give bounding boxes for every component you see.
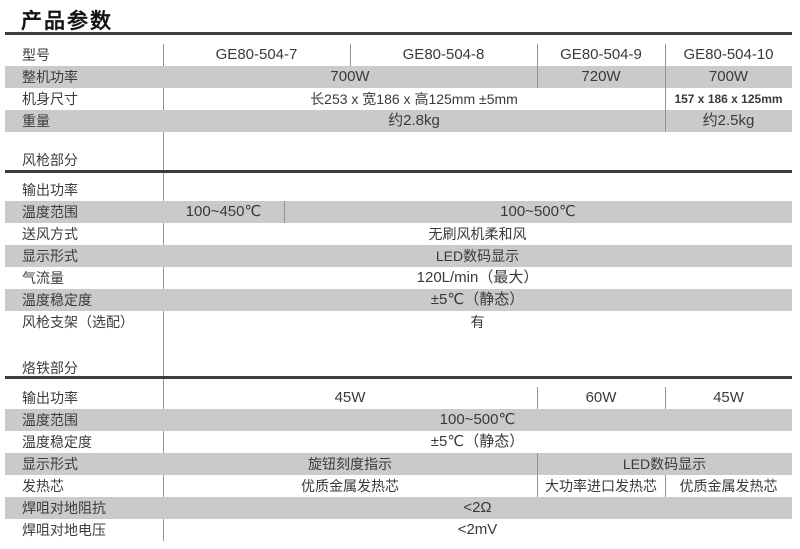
value-iron-output-3: 60W xyxy=(585,389,617,406)
row-label: 焊咀对地电压 xyxy=(22,522,106,538)
section-title-gun: 风枪部分 xyxy=(22,152,78,168)
page-title: 产品参数 xyxy=(21,10,113,33)
title-rule xyxy=(5,32,792,35)
value-iron-voltage: <2mV xyxy=(457,521,498,538)
row-gun-stability: 温度稳定度 ±5℃（静态） xyxy=(5,289,792,311)
row-label: 风枪支架（选配） xyxy=(22,314,134,330)
value-size-models-1-3: 长253 x 宽186 x 高125mm ±5mm xyxy=(310,91,518,107)
row-gun-output-power: 输出功率 xyxy=(5,179,792,201)
value-gun-temp-a: 100~450℃ xyxy=(185,203,262,220)
cell-divider xyxy=(537,44,538,66)
value-gun-stability: ±5℃（静态） xyxy=(430,291,525,308)
cell-divider xyxy=(665,44,666,66)
cell-divider xyxy=(537,387,538,409)
row-label: 温度范围 xyxy=(22,204,78,220)
row-gun-holder: 风枪支架（选配） 有 xyxy=(5,311,792,333)
value-iron-impedance: <2Ω xyxy=(463,499,492,516)
value-weight-models-1-3: 约2.8kg xyxy=(388,112,440,129)
row-gun-airflow-mode: 送风方式 无刷风机柔和风 xyxy=(5,223,792,245)
row-iron-display: 显示形式 旋钮刻度指示 LED数码显示 xyxy=(5,453,792,475)
value-weight-model-4: 约2.5kg xyxy=(702,112,755,129)
cell-divider xyxy=(537,453,538,475)
value-power-model-4: 700W xyxy=(708,68,749,85)
row-gun-temp-range: 温度范围 100~450℃ 100~500℃ xyxy=(5,201,792,223)
cell-divider xyxy=(537,475,538,497)
value-gun-airflow-mode: 无刷风机柔和风 xyxy=(428,226,527,242)
row-size: 机身尺寸 长253 x 宽186 x 高125mm ±5mm 157 x 186… xyxy=(5,88,792,110)
value-iron-display-1-2: 旋钮刻度指示 xyxy=(308,456,392,472)
row-total-power: 整机功率 700W 720W 700W xyxy=(5,66,792,88)
row-iron-stability: 温度稳定度 ±5℃（静态） xyxy=(5,431,792,453)
row-label: 显示形式 xyxy=(22,248,78,264)
row-iron-voltage: 焊咀对地电压 <2mV xyxy=(5,519,792,541)
row-iron-temp-range: 温度范围 100~500℃ xyxy=(5,409,792,431)
value-iron-output-1-2: 45W xyxy=(334,389,366,406)
section-title-iron: 烙铁部分 xyxy=(22,360,78,376)
section-rule-iron xyxy=(5,376,792,379)
value-iron-output-4: 45W xyxy=(713,389,744,406)
cell-divider xyxy=(665,475,666,497)
row-label: 重量 xyxy=(22,113,50,129)
value-gun-output xyxy=(163,179,792,201)
row-label: 温度稳定度 xyxy=(22,292,92,308)
row-label: 气流量 xyxy=(22,270,64,286)
model-1: GE80-504-7 xyxy=(215,46,298,63)
value-iron-heater-1-2: 优质金属发热芯 xyxy=(301,478,399,494)
row-label: 输出功率 xyxy=(22,390,78,406)
row-label: 输出功率 xyxy=(22,182,78,198)
value-gun-display: LED数码显示 xyxy=(435,248,520,264)
cell-divider xyxy=(665,110,666,132)
model-3: GE80-504-9 xyxy=(560,46,642,63)
row-iron-heater: 发热芯 优质金属发热芯 大功率进口发热芯 优质金属发热芯 xyxy=(5,475,792,497)
model-4: GE80-504-10 xyxy=(683,46,774,63)
row-iron-output-power: 输出功率 45W 60W 45W xyxy=(5,387,792,409)
value-iron-heater-4: 优质金属发热芯 xyxy=(679,478,778,494)
row-label: 送风方式 xyxy=(22,226,78,242)
cell-divider xyxy=(284,201,285,223)
row-label: 发热芯 xyxy=(22,478,64,494)
value-iron-stability: ±5℃（静态） xyxy=(430,433,525,450)
row-label: 机身尺寸 xyxy=(22,91,78,107)
row-weight: 重量 约2.8kg 约2.5kg xyxy=(5,110,792,132)
cell-divider xyxy=(350,44,351,66)
value-size-model-4: 157 x 186 x 125mm xyxy=(674,92,783,106)
row-model: 型号 GE80-504-7 GE80-504-8 GE80-504-9 GE80… xyxy=(5,44,792,66)
value-iron-temp-range: 100~500℃ xyxy=(439,411,516,428)
row-gun-airflow: 气流量 120L/min（最大） xyxy=(5,267,792,289)
row-iron-impedance: 焊咀对地阻抗 <2Ω xyxy=(5,497,792,519)
value-gun-airflow: 120L/min（最大） xyxy=(416,269,539,286)
value-gun-holder: 有 xyxy=(470,314,485,330)
cell-divider xyxy=(665,387,666,409)
section-rule-gun xyxy=(5,170,792,173)
cell-divider xyxy=(665,88,666,110)
cell-divider xyxy=(537,66,538,88)
row-label: 整机功率 xyxy=(22,69,78,85)
model-2: GE80-504-8 xyxy=(402,46,485,63)
row-label: 焊咀对地阻抗 xyxy=(22,500,106,516)
cell-divider xyxy=(665,66,666,88)
value-power-models-1-2: 700W xyxy=(330,68,370,85)
value-power-model-3: 720W xyxy=(581,68,621,85)
value-gun-temp-b: 100~500℃ xyxy=(500,203,576,220)
row-label: 温度稳定度 xyxy=(22,434,92,450)
value-iron-display-3-4: LED数码显示 xyxy=(622,456,707,472)
value-iron-heater-3: 大功率进口发热芯 xyxy=(545,478,657,494)
row-gun-display: 显示形式 LED数码显示 xyxy=(5,245,792,267)
row-label: 型号 xyxy=(22,47,50,63)
row-label: 显示形式 xyxy=(22,456,78,472)
row-label: 温度范围 xyxy=(22,412,78,428)
